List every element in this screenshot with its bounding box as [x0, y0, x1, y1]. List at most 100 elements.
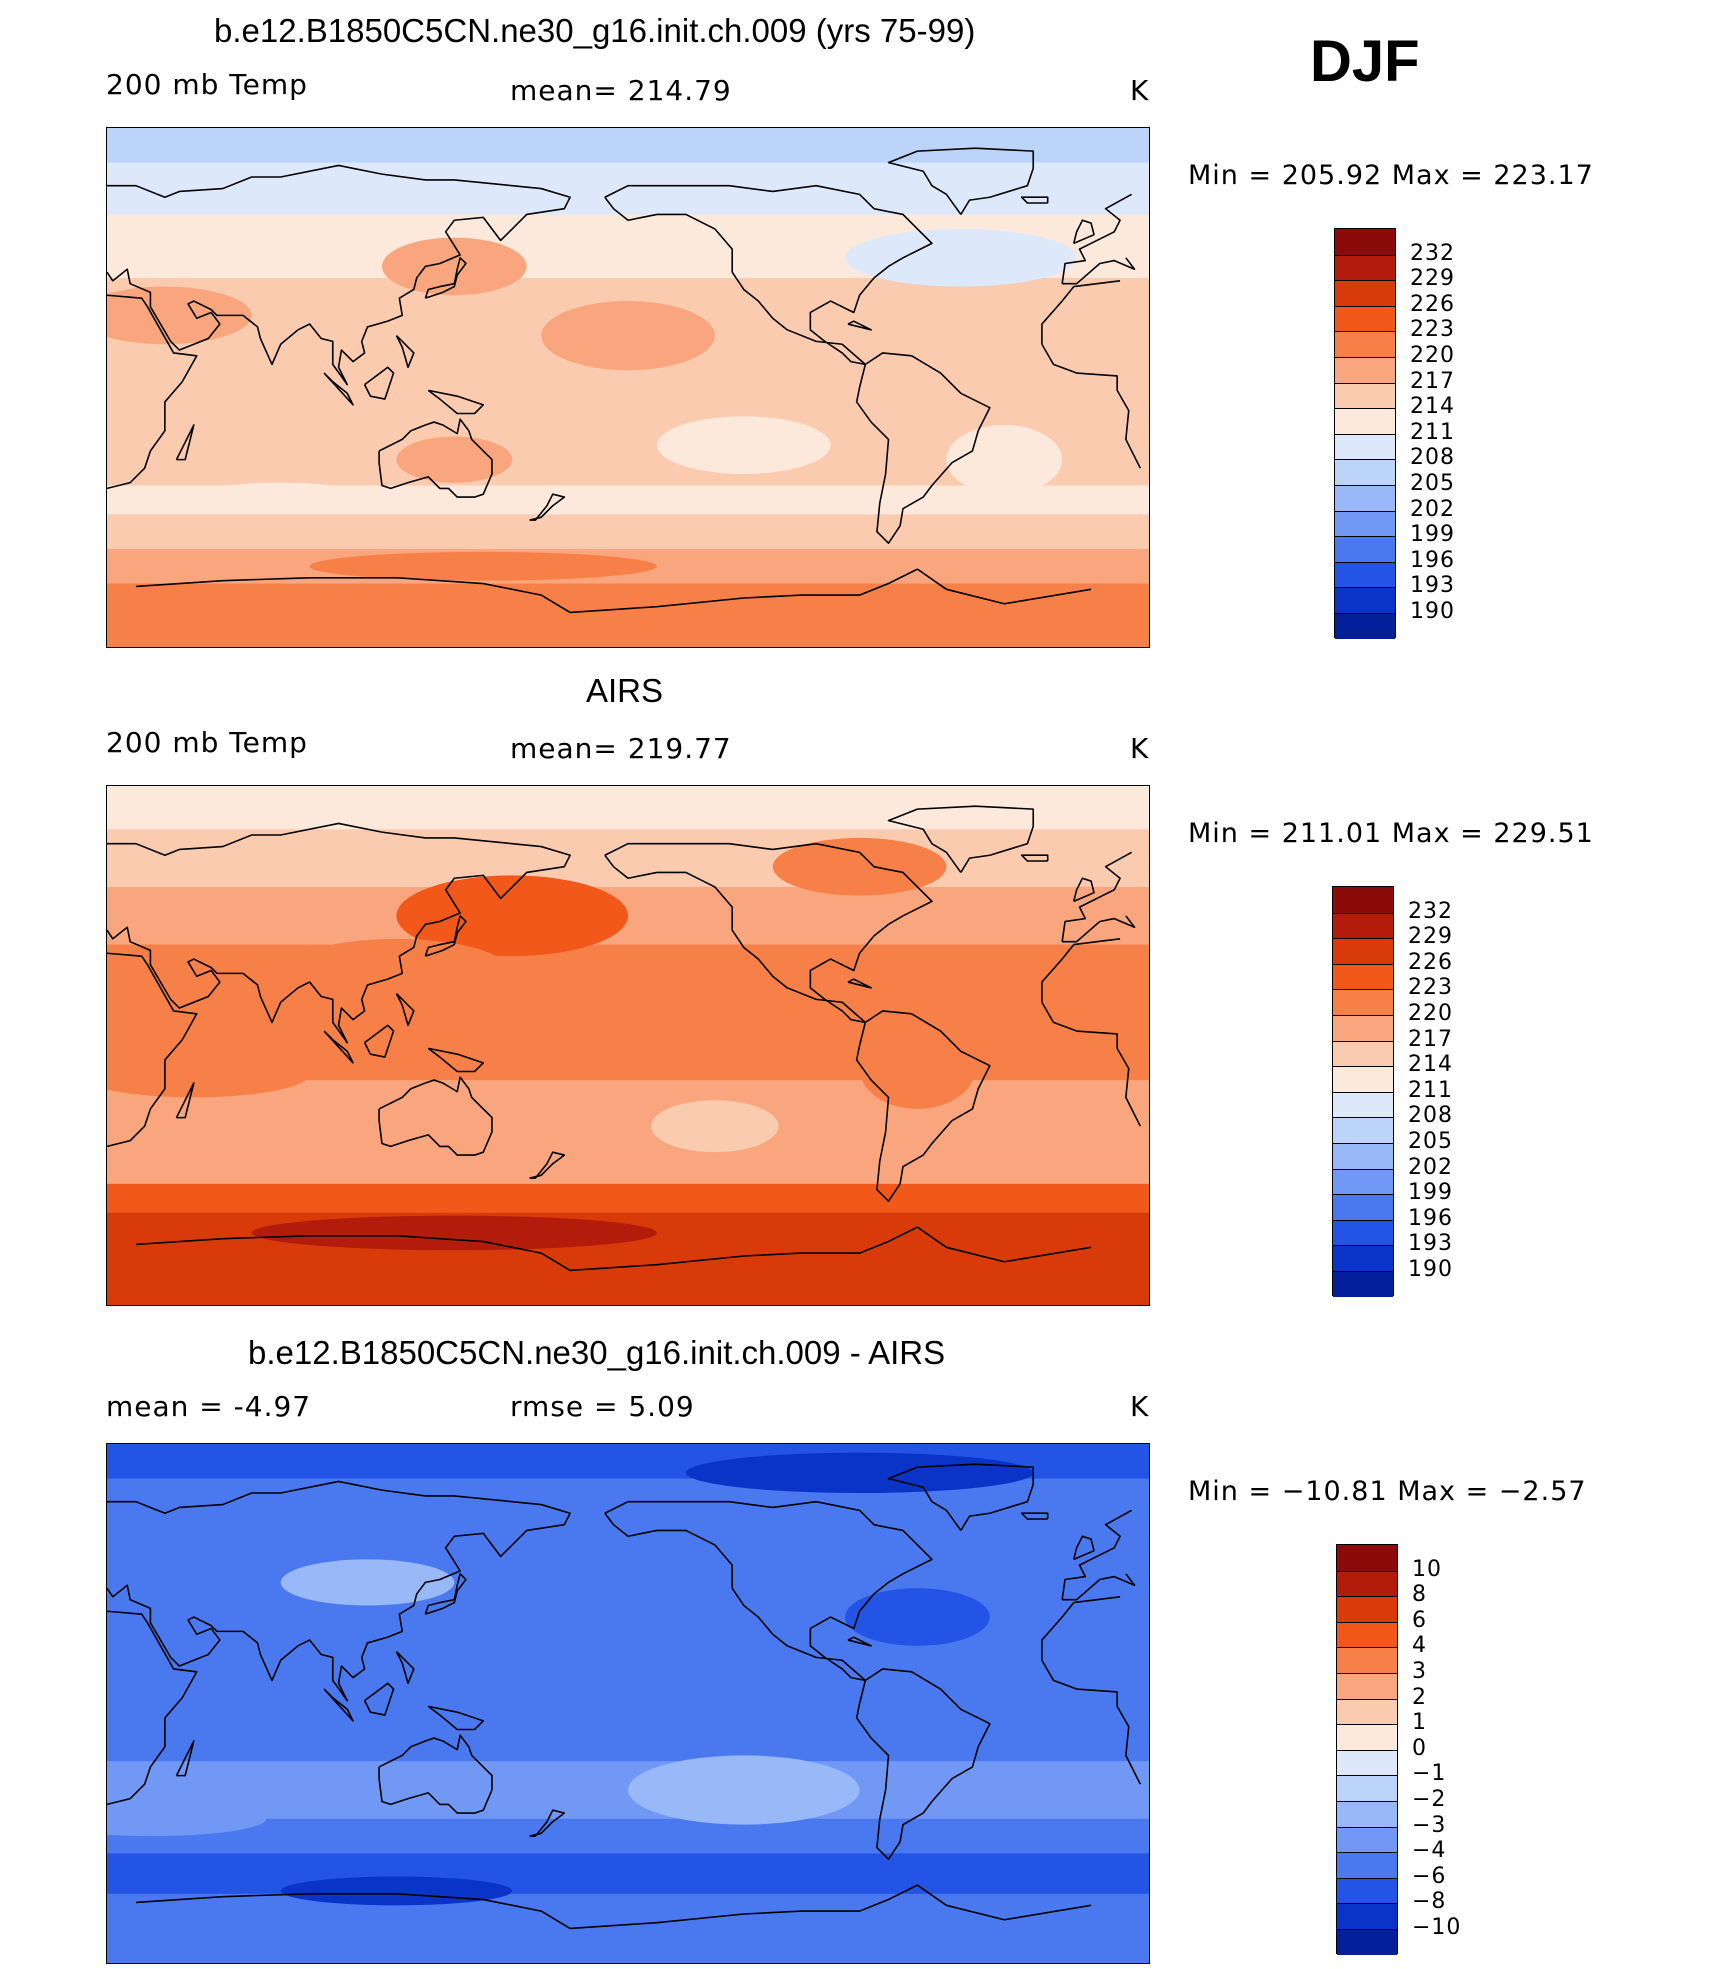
- coastline: [135, 1226, 918, 1272]
- contour-region: [628, 1755, 860, 1825]
- coastline: [529, 1809, 566, 1837]
- coastline: [395, 1651, 415, 1685]
- colorbar-tick-label: 217: [1408, 1026, 1453, 1052]
- coastline: [1041, 343, 1142, 469]
- colorbar-tick-label: 226: [1408, 949, 1453, 975]
- colorbar-tick-label: −1: [1412, 1761, 1447, 1787]
- contour-region: [656, 416, 831, 474]
- panel-2-title: AIRS: [586, 672, 664, 709]
- colorbar-tick-label: 214: [1410, 394, 1455, 420]
- colorbar-swatch: [1337, 1800, 1397, 1827]
- coastline: [1072, 877, 1095, 903]
- colorbar-tick-label: 8: [1412, 1582, 1427, 1608]
- coastline: [107, 952, 198, 1148]
- contour-region: [685, 1452, 1034, 1494]
- colorbar-swatch: [1333, 1270, 1393, 1297]
- coastline: [107, 822, 571, 1044]
- colorbar-swatch: [1337, 1852, 1397, 1878]
- contour-band: [107, 1524, 1149, 1618]
- contour-region: [651, 1100, 779, 1153]
- colorbar-swatch: [1335, 459, 1395, 485]
- coastline: [887, 1463, 1035, 1531]
- colorbar-swatch: [1337, 1545, 1397, 1571]
- colorbar-tick-label: 193: [1410, 573, 1455, 599]
- colorbar-tick-label: 211: [1408, 1077, 1453, 1103]
- coastline: [1061, 851, 1133, 942]
- contour-region: [280, 1876, 513, 1906]
- colorbar-swatch: [1335, 280, 1395, 306]
- coastline: [1020, 854, 1049, 862]
- coastline: [107, 164, 571, 386]
- colorbar-swatch: [1337, 1647, 1397, 1673]
- coastline: [1062, 257, 1136, 285]
- colorbar-tick-label: −8: [1412, 1889, 1447, 1915]
- coastline: [427, 1705, 485, 1731]
- coastline: [604, 184, 933, 366]
- colorbar-tick-label: 2: [1412, 1684, 1427, 1710]
- colorbar-swatch: [1333, 1014, 1393, 1041]
- contour-region: [251, 1215, 657, 1251]
- colorbar-tick-label: 205: [1410, 471, 1455, 496]
- coastline: [395, 335, 415, 369]
- coastline: [604, 842, 933, 1024]
- coastlines: [107, 1463, 1142, 1930]
- colorbar-swatch: [1333, 1245, 1393, 1271]
- coastline: [1062, 1573, 1136, 1601]
- coastline: [107, 1610, 198, 1806]
- colorbar-swatch: [1335, 305, 1395, 332]
- panel-2-map: [106, 785, 1150, 1306]
- contour-region: [396, 436, 513, 483]
- colorbar-swatch: [1337, 1724, 1397, 1750]
- coastline: [887, 805, 1035, 873]
- coastline: [855, 1010, 991, 1202]
- coastline: [855, 352, 991, 544]
- colorbar-swatch: [1337, 1596, 1397, 1622]
- coastline: [107, 294, 198, 490]
- contour-region: [107, 987, 142, 1046]
- colorbar-swatch: [1333, 1168, 1393, 1195]
- panel-3-title: b.e12.B1850C5CN.ne30_g16.init.ch.009 - A…: [248, 1334, 946, 1371]
- colorbar-swatch: [1335, 587, 1395, 613]
- coastline: [424, 257, 467, 299]
- coastline: [1061, 193, 1133, 284]
- contour-band: [107, 514, 1149, 550]
- contour-band: [107, 1155, 1149, 1185]
- panel-1-minmax: Min = 205.92 Max = 223.17: [1188, 160, 1594, 191]
- colorbar-swatch: [1337, 1749, 1397, 1776]
- colorbar-swatch: [1333, 1091, 1393, 1118]
- colorbar-swatch: [1335, 331, 1395, 357]
- coastline: [887, 147, 1035, 215]
- contour-region: [541, 301, 715, 371]
- colorbar-swatch: [1335, 561, 1395, 588]
- coastlines: [107, 147, 1142, 614]
- panel-1-variable-label: 200 mb Temp: [106, 68, 308, 101]
- colorbar-tick-label: 3: [1412, 1659, 1427, 1684]
- coastline: [424, 1573, 467, 1615]
- colorbar-tick-label: −2: [1412, 1787, 1447, 1812]
- colorbar-tick-label: 226: [1410, 291, 1455, 317]
- contour-band: [107, 786, 1149, 831]
- contour-band: [107, 1818, 1149, 1855]
- coastline: [1020, 196, 1049, 204]
- colorbar-tick-label: 229: [1410, 266, 1455, 292]
- colorbar-swatch: [1337, 1877, 1397, 1904]
- contour-region: [845, 228, 1077, 287]
- panel-1-map: [106, 127, 1150, 648]
- contour-band: [107, 128, 1149, 164]
- coastline: [529, 1151, 566, 1179]
- coastlines: [107, 805, 1142, 1272]
- colorbar-swatch: [1333, 1040, 1393, 1067]
- coastline: [107, 1480, 571, 1702]
- colorbar-swatch: [1335, 612, 1395, 639]
- colorbar-tick-label: 220: [1408, 1001, 1453, 1026]
- colorbar-swatch: [1337, 1698, 1397, 1725]
- colorbar-tick-label: 196: [1408, 1205, 1453, 1231]
- colorbar-swatch: [1333, 1066, 1393, 1092]
- coastline: [175, 1082, 195, 1119]
- colorbar-tick-label: 232: [1408, 898, 1453, 924]
- colorbar-swatch: [1337, 1775, 1397, 1801]
- panel-2-mean-label: mean= 219.77: [510, 732, 732, 765]
- contour-band: [107, 1761, 1149, 1820]
- panel-2-colorbar: [1332, 886, 1394, 1297]
- colorbar-swatch: [1335, 484, 1395, 511]
